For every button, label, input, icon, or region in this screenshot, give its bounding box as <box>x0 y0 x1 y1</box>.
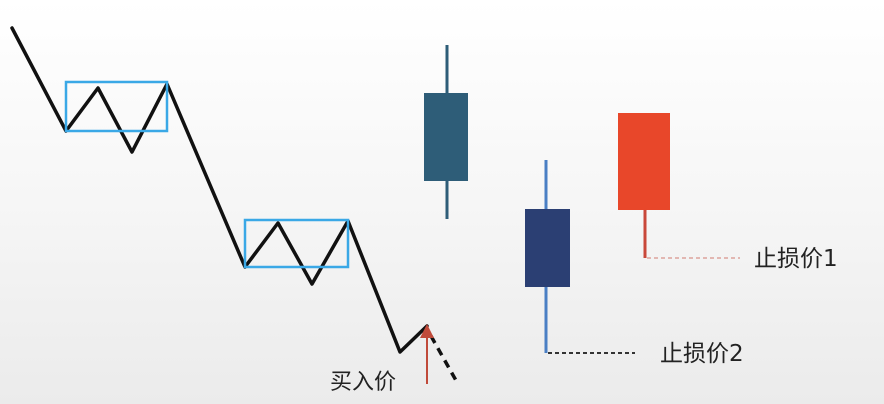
consolidation-box-lower <box>243 218 350 269</box>
candle-top-body <box>424 93 468 181</box>
candle-right-body <box>618 113 670 210</box>
price-line <box>10 26 429 354</box>
stop-loss-2-label: 止损价2 <box>660 341 744 367</box>
candle-middle <box>525 160 570 353</box>
candle-middle-body <box>525 209 570 287</box>
candle-top <box>424 45 468 219</box>
projection-dashed-line <box>429 335 460 385</box>
consolidation-box-upper <box>64 80 169 133</box>
stop-loss-1-label: 止损价1 <box>754 246 838 272</box>
buy-arrow-icon <box>420 324 434 384</box>
candle-right <box>618 113 670 258</box>
buy-price-label: 买入价 <box>330 370 396 395</box>
